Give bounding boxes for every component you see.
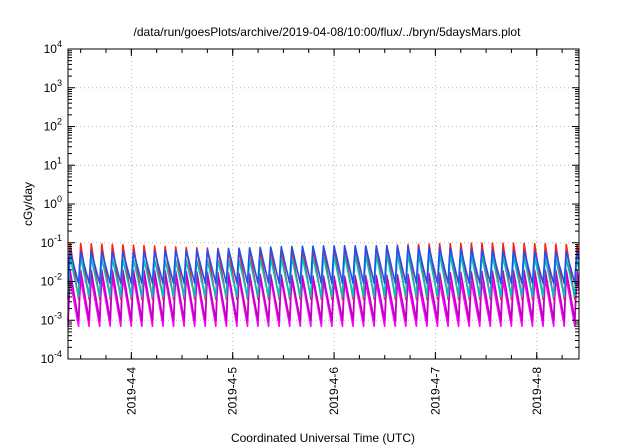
y-tick-label: 101 — [44, 155, 62, 172]
x-tick-label: 2019-4-5 — [226, 367, 240, 415]
series-group — [67, 242, 580, 328]
y-tick-label: 102 — [44, 117, 62, 134]
x-axis-label: Coordinated Universal Time (UTC) — [231, 431, 415, 445]
series-line — [67, 269, 580, 322]
chart-title: /data/run/goesPlots/archive/2019-04-08/1… — [134, 25, 522, 39]
y-tick-label: 104 — [44, 39, 62, 56]
series-line — [67, 244, 580, 285]
grid — [68, 49, 579, 359]
y-axis-label: cGy/day — [21, 182, 35, 226]
y-tick-label: 100 — [44, 194, 62, 211]
x-tick-label: 2019-4-4 — [124, 367, 138, 415]
y-tick-label: 10-3 — [41, 310, 62, 327]
axis-ticks — [68, 48, 579, 360]
y-tick-label: 103 — [44, 78, 62, 95]
x-tick-label: 2019-4-6 — [327, 367, 341, 415]
tick-labels: 10-4 10-3 10-2 10-1 100 101 102 103 104 2019-4-4 2… — [41, 39, 544, 415]
x-tick-label: 2019-4-7 — [428, 367, 442, 415]
y-tick-label: 10-1 — [41, 233, 62, 250]
y-tick-label: 10-2 — [41, 272, 62, 289]
y-tick-label: 10-4 — [41, 349, 62, 366]
x-tick-label: 2019-4-8 — [530, 367, 544, 415]
